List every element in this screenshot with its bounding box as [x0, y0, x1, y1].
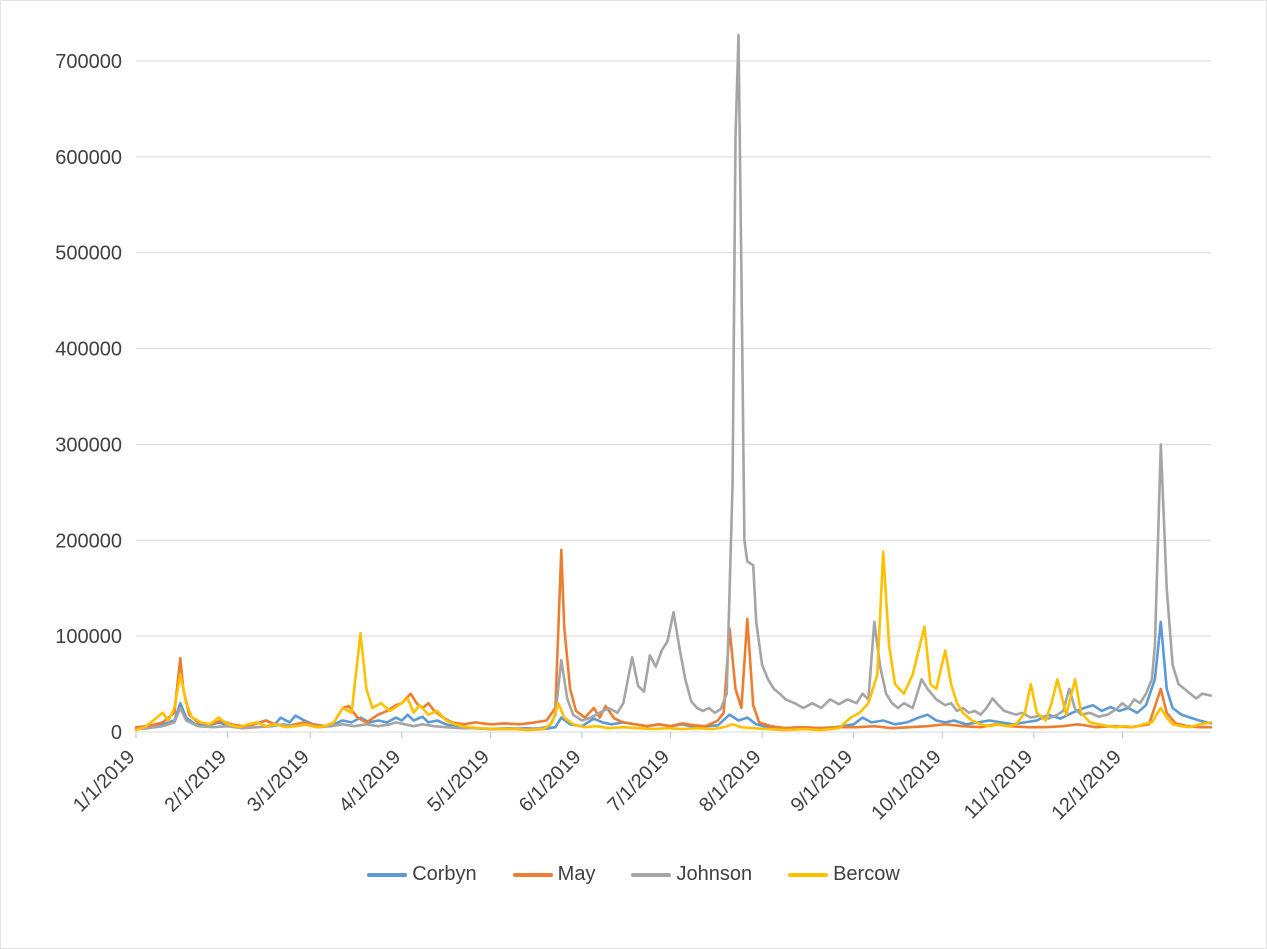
y-tick-label: 500000: [55, 243, 122, 265]
x-tick-label: 8/1/2019: [695, 746, 766, 817]
series-line-corbyn: [134, 620, 1213, 731]
x-tick-label: 12/1/2019: [1047, 746, 1125, 824]
y-tick-label: 400000: [55, 339, 122, 361]
johnson-line-swatch: [631, 872, 672, 877]
x-tick-label: 10/1/2019: [867, 746, 945, 824]
line-chart-plot: 0 100000 200000 300000 400000 500000 600000 700…: [55, 33, 1213, 824]
bercow-line-swatch: [788, 872, 829, 877]
x-tick-label: 11/1/2019: [960, 746, 1037, 823]
legend-label-may: May: [557, 863, 596, 885]
y-tick-label: 200000: [55, 530, 122, 552]
legend-item-may: May: [512, 863, 596, 886]
corbyn-line-swatch: [367, 872, 408, 877]
may-line-swatch: [512, 872, 553, 877]
x-tick-label: 4/1/2019: [335, 746, 406, 817]
legend-item-johnson: Johnson: [631, 863, 752, 886]
legend-item-corbyn: Corbyn: [367, 863, 477, 886]
series-line-johnson: [134, 33, 1213, 731]
x-tick-label: 9/1/2019: [787, 746, 858, 817]
legend: Corbyn May Johnson Bercow: [1, 863, 1266, 886]
legend-label-bercow: Bercow: [833, 863, 900, 885]
x-tick-label: 7/1/2019: [603, 746, 674, 817]
x-tick-label: 6/1/2019: [515, 746, 586, 817]
y-tick-label: 600000: [55, 147, 122, 169]
legend-label-johnson: Johnson: [676, 863, 753, 885]
series-line-may: [134, 548, 1213, 730]
x-tick-label: 3/1/2019: [243, 746, 314, 817]
y-tick-label: 300000: [55, 434, 122, 456]
legend-item-bercow: Bercow: [788, 863, 900, 886]
x-tick-label: 5/1/2019: [423, 746, 494, 817]
y-tick-label: 700000: [55, 51, 122, 73]
x-tick-label: 1/1/2019: [69, 746, 140, 817]
series-line-bercow: [134, 550, 1213, 732]
x-tick-label: 2/1/2019: [160, 746, 231, 817]
y-tick-label: 100000: [55, 626, 122, 648]
legend-label-corbyn: Corbyn: [412, 863, 477, 885]
y-tick-label: 0: [111, 722, 122, 744]
